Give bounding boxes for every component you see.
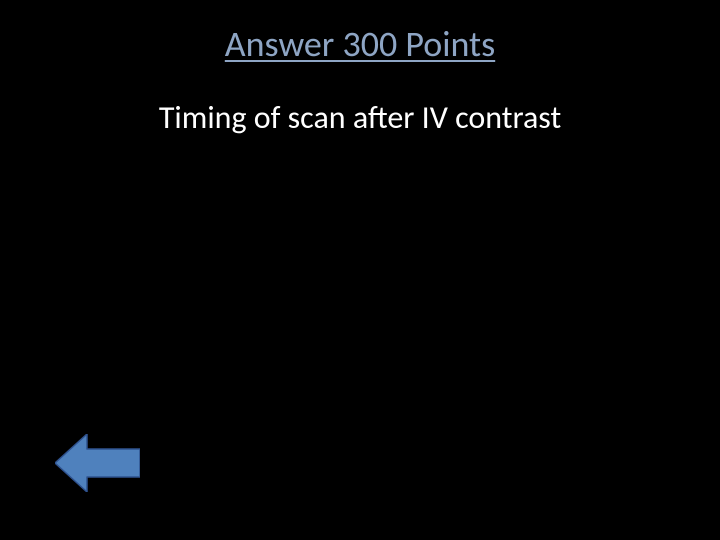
jeopardy-answer-slide: Answer 300 Points Timing of scan after I…: [0, 0, 720, 540]
answer-text: Timing of scan after IV contrast: [0, 98, 720, 137]
slide-title: Answer 300 Points: [0, 22, 720, 66]
arrow-left-icon: [55, 434, 140, 492]
back-arrow-button[interactable]: [55, 434, 140, 492]
